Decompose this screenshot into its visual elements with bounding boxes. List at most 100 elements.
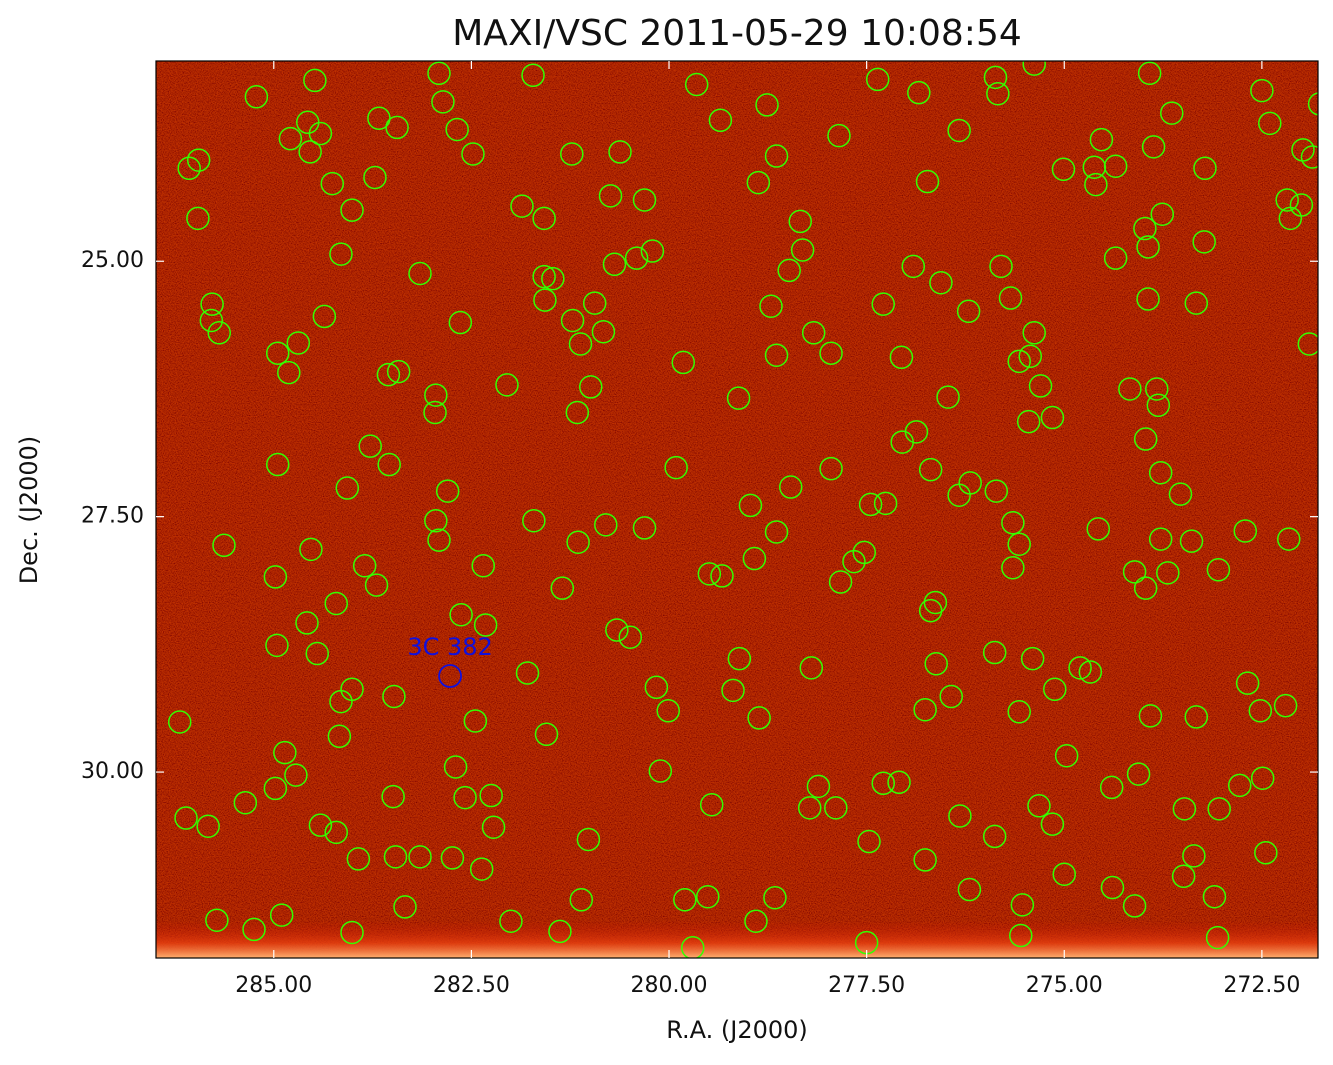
source-circle [186,206,210,231]
source-circle [1205,925,1230,950]
source-circle [510,194,534,218]
source-circle [801,321,826,345]
source-circle [423,400,447,425]
source-circle [1133,427,1158,451]
source-circle [499,909,523,933]
source-circle [298,140,322,164]
source-circle [550,576,575,600]
source-circle [448,310,473,335]
y-axis-label: Dec. (J2000) [15,436,43,585]
source-circle [871,771,895,796]
source-circle [1258,111,1282,136]
source-circle [1040,812,1065,836]
source-circle [408,261,432,286]
source-circle [312,304,337,329]
source-circle [957,877,982,902]
source-circle [385,115,409,140]
frame [155,60,1319,959]
source-circle [699,793,724,817]
source-circle [1137,61,1162,86]
source-circle [196,814,220,838]
source-circle [799,656,824,680]
source-circle [1054,743,1079,768]
source-circle [904,420,929,444]
source-circle [887,770,911,795]
source-circle [308,813,333,837]
x-tick-label: 272.50 [1223,973,1300,998]
source-circle [827,123,851,148]
source-circle [1235,671,1260,695]
source-circle [1182,844,1206,868]
source-circle [1001,511,1025,535]
source-circle [1168,482,1193,506]
source-circle [939,684,963,709]
source-circle [324,820,348,845]
source-circle [1103,246,1128,270]
source-circle [696,884,720,909]
source-circle [340,198,364,222]
source-circle [295,611,319,635]
source-circle [1016,409,1041,434]
source-circle [1126,762,1151,786]
source-circle [1150,202,1175,226]
source-circle [273,740,297,765]
source-circle [746,170,771,195]
source-circle [923,590,948,615]
source-circle [473,613,498,637]
x-tick-label: 285.00 [235,973,312,998]
x-tick-label: 275.00 [1026,973,1103,998]
source-circle [747,706,771,730]
source-circle [1010,893,1035,917]
source-circle [265,341,290,365]
source-circle [579,375,603,399]
y-tick-label: 30.00 [81,759,144,784]
source-circle [744,909,768,933]
source-circle [759,294,783,318]
source-circle [534,722,559,747]
source-circle [265,452,290,477]
source-circle [602,252,627,277]
source-circle [358,434,382,458]
source-circle [244,85,269,109]
source-circle [522,508,546,533]
chart-title: MAXI/VSC 2011-05-29 10:08:54 [452,13,1022,54]
source-circle [936,385,960,409]
source-circle [806,774,831,799]
source-circle [1202,884,1227,909]
source-circle [569,888,594,912]
source-circle [656,699,680,723]
source-circle [929,270,953,295]
source-circle [207,321,231,345]
source-circle [1248,699,1273,723]
source-circle [324,591,348,616]
source-circle [982,824,1007,849]
source-circle [644,675,669,700]
source-circle [495,373,519,397]
source-circle [479,783,503,808]
source-circle [1273,693,1298,718]
source-circle [1144,377,1169,401]
source-circle [913,848,937,872]
source-circle [278,126,303,151]
source-circle [199,308,224,333]
source-circle [1001,555,1025,580]
source-circle [889,345,914,370]
source-circle [568,332,593,356]
source-circle [684,72,709,97]
source-circle [738,493,763,518]
source-circle [779,475,803,499]
source-circle [469,857,494,881]
source-circle [871,292,895,316]
source-circle [1136,287,1160,311]
source-circle [982,640,1007,665]
source-circle [901,254,926,279]
source-circle [340,920,364,945]
source-circle [608,140,632,164]
source-circle [1089,127,1114,152]
source-circle [648,759,673,783]
source-circle [1227,773,1252,798]
source-circle [1100,875,1125,900]
source-circle [1068,656,1092,680]
source-circle [913,697,937,722]
source-circle [1007,349,1031,374]
